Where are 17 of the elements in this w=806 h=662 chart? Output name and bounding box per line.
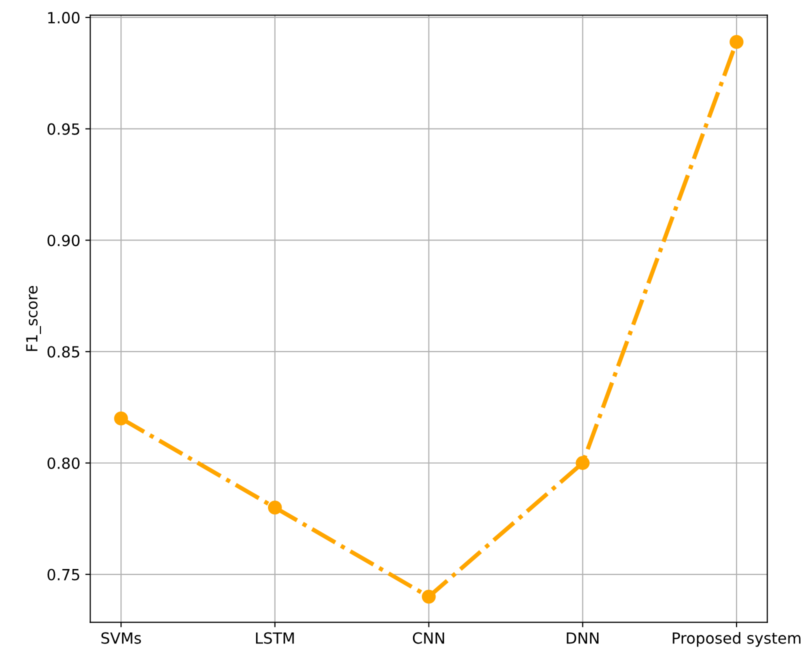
- x-tick-label: CNN: [412, 632, 444, 644]
- point: [730, 35, 744, 49]
- y-axis-title: F1_score: [26, 286, 41, 351]
- y-tick-label: 0.95: [48, 123, 80, 135]
- y-tick-label: 0.75: [48, 568, 80, 580]
- y-tick-label: 0.90: [48, 234, 80, 246]
- x-tick-label: LSTM: [256, 632, 294, 644]
- point: [114, 412, 128, 426]
- y-tick-label: 0.80: [48, 457, 80, 470]
- y-tick-label: 0.85: [48, 346, 80, 358]
- point: [268, 500, 282, 514]
- x-tick-label: SVMs: [101, 632, 141, 644]
- point: [422, 590, 436, 604]
- x-tick-label: Proposed system: [672, 632, 800, 647]
- point: [576, 456, 590, 470]
- y-tick-label: 1.00: [48, 12, 80, 24]
- x-tick-label: DNN: [566, 632, 598, 644]
